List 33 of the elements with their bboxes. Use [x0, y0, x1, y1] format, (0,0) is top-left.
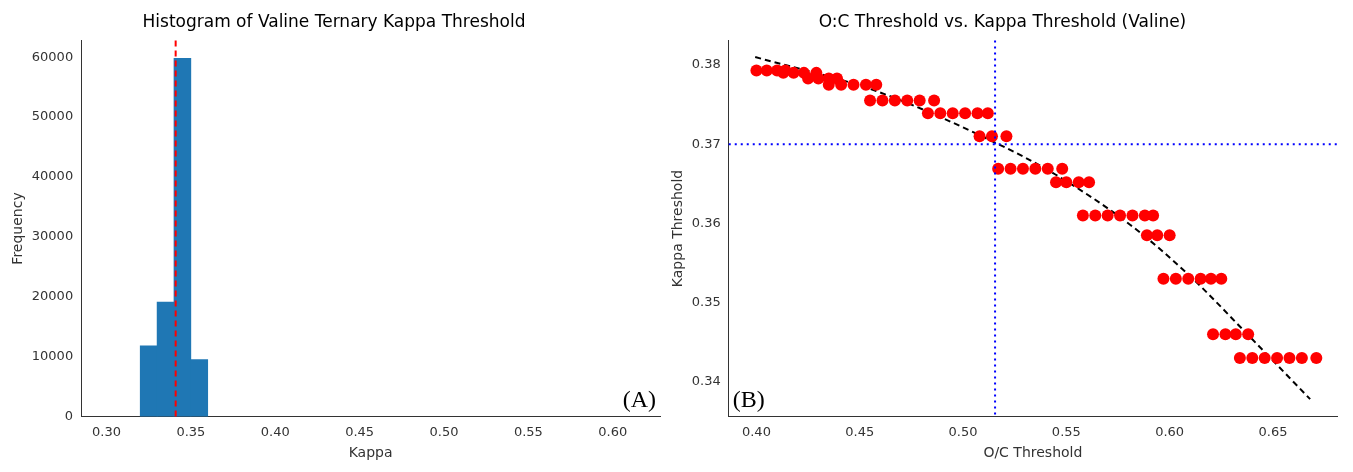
x-tick-label: 0.60: [598, 423, 628, 439]
y-tick-label: 0.38: [691, 56, 721, 72]
x-tick-label: 0.35: [176, 423, 206, 439]
y-tick-label: 0.36: [691, 214, 721, 230]
chart-title: O:C Threshold vs. Kappa Threshold (Valine): [818, 10, 1187, 31]
x-tick-label: 0.65: [1258, 423, 1288, 439]
y-tick-label: 60000: [31, 48, 74, 64]
y-tick-label: 0.34: [691, 373, 721, 389]
x-tick-label: 0.50: [429, 423, 459, 439]
x-tick-label: 0.55: [1051, 423, 1081, 439]
annotation: (A): [622, 385, 656, 412]
x-tick-label: 0.55: [513, 423, 543, 439]
x-tick-label: 0.45: [345, 423, 375, 439]
y-axis-title: Kappa Threshold: [669, 169, 686, 288]
x-tick-label: 0.50: [948, 423, 978, 439]
x-axis-title: O/C Threshold: [983, 444, 1083, 461]
y-tick-label: 40000: [31, 168, 74, 184]
y-tick-label: 20000: [31, 288, 74, 304]
y-tick-label: 0.35: [691, 293, 721, 309]
y-tick-label: 10000: [31, 348, 74, 364]
y-tick-label: 30000: [31, 228, 74, 244]
x-tick-label: 0.45: [845, 423, 875, 439]
x-tick-label: 0.60: [1155, 423, 1185, 439]
y-tick-label: 50000: [31, 108, 74, 124]
annotation: (B): [732, 385, 765, 412]
y-tick-label: 0: [64, 407, 74, 423]
chart-title: Histogram of Valine Ternary Kappa Threshold: [142, 10, 526, 31]
y-axis-title: Frequency: [9, 192, 26, 265]
x-tick-label: 0.30: [91, 423, 121, 439]
x-tick-label: 0.40: [741, 423, 771, 439]
x-axis-title: Kappa: [348, 444, 393, 461]
x-tick-label: 0.40: [260, 423, 290, 439]
y-tick-label: 0.37: [691, 135, 721, 151]
